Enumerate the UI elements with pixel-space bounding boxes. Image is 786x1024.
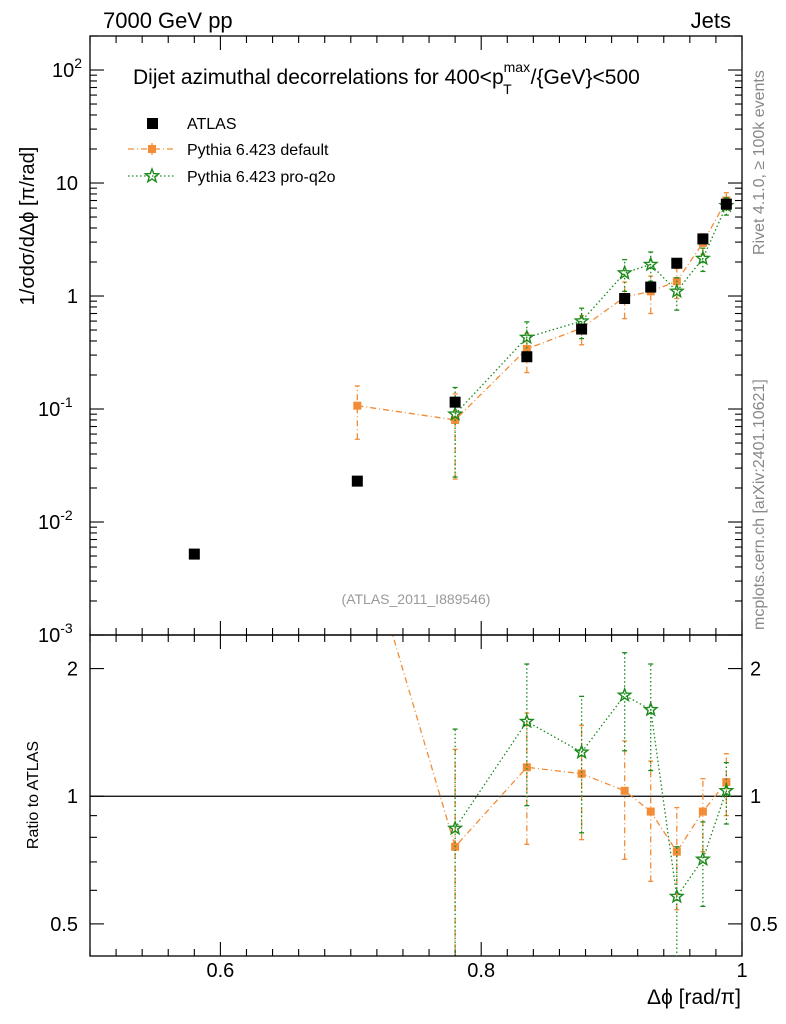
ratio-y-tick-label-right: 0.5 — [750, 914, 778, 936]
ratio-y-axis-label: Ratio to ATLAS — [25, 741, 42, 849]
main-line-proq2o — [454, 205, 727, 415]
ratio-y-tick-label-left: 2 — [67, 659, 78, 681]
main-point-default — [353, 401, 362, 410]
ratio-point-proq2o — [668, 888, 685, 904]
ratio-point-default — [698, 807, 707, 816]
ratio-point-default — [620, 786, 629, 795]
main-y-tick-label: 10 — [56, 173, 78, 195]
x-tick-label: 0.8 — [467, 960, 495, 982]
x-tick-label: 1 — [736, 960, 747, 982]
ratio-point-default — [722, 778, 731, 787]
ratio-point-default — [353, 511, 361, 519]
main-axis-ticks — [89, 35, 743, 636]
legend-marker-proq2o — [143, 167, 161, 184]
ratio-y-tick-label-right: 2 — [750, 659, 761, 681]
ratio-point-default — [646, 807, 655, 816]
chart-title: Dijet azimuthal decorrelations for 400<p… — [133, 59, 640, 97]
main-point-atlas — [188, 548, 200, 560]
ratio-point-proq2o — [518, 713, 535, 729]
main-point-proq2o — [668, 282, 685, 299]
main-y-tick-labels: 10-3 10-2 10-1 1 10 102 — [38, 55, 82, 647]
main-y-axis-label: 1/σdσ/dΔϕ [π/rad] — [17, 147, 39, 306]
main-point-proq2o — [518, 328, 535, 345]
chart-title-tail: /{GeV}<500 — [531, 66, 640, 89]
main-y-tick-label: 10-2 — [38, 507, 73, 534]
legend-label-atlas: ATLAS — [187, 116, 237, 133]
main-point-atlas — [521, 351, 533, 363]
main-point-proq2o — [694, 249, 711, 266]
header-category-label: Jets — [691, 8, 731, 33]
main-point-atlas — [576, 323, 588, 335]
ratio-plot-data — [353, 511, 735, 956]
ratio-point-proq2o — [694, 850, 711, 867]
main-line-default — [357, 200, 727, 421]
ratio-point-proq2o — [447, 819, 464, 836]
ratio-point-default — [522, 763, 531, 772]
main-point-atlas — [645, 281, 657, 293]
main-y-tick-label: 10-1 — [38, 394, 73, 421]
chart-title-subscript: T — [503, 81, 512, 97]
chart-title-main: Dijet azimuthal decorrelations for 400<p — [133, 66, 504, 89]
main-y-tick-label: 1 — [67, 286, 78, 308]
main-point-atlas — [449, 396, 461, 408]
main-y-tick-label: 10-3 — [38, 620, 73, 647]
analysis-watermark: (ATLAS_2011_I889546) — [342, 591, 491, 607]
rivet-version-label: Rivet 4.1.0, ≥ 100k events — [751, 70, 768, 255]
main-point-atlas — [619, 293, 631, 305]
ratio-point-proq2o — [573, 743, 590, 760]
ratio-line-default — [391, 635, 727, 853]
ratio-axis-ticks — [89, 635, 743, 956]
ratio-point-default — [577, 769, 586, 778]
main-y-tick-label: 102 — [52, 55, 82, 82]
legend-label-proq2o: Pythia 6.423 pro-q2o — [187, 169, 336, 186]
x-tick-label: 0.6 — [206, 960, 234, 982]
main-point-proq2o — [642, 256, 659, 272]
ratio-point-proq2o — [718, 782, 735, 798]
main-point-atlas — [351, 475, 363, 487]
legend-marker-default — [148, 145, 156, 153]
ratio-y-tick-label-left: 1 — [67, 786, 78, 808]
legend-marker-atlas — [147, 118, 158, 129]
legend-label-default: Pythia 6.423 default — [187, 142, 329, 159]
legend: ATLAS Pythia 6.423 default Pythia 6.423 … — [128, 116, 336, 186]
ratio-plot-frame — [89, 634, 743, 957]
ratio-y-tick-label-right: 1 — [750, 786, 761, 808]
main-point-atlas — [720, 198, 732, 210]
main-point-atlas — [671, 257, 683, 269]
mcplots-label: mcplots.cern.ch [arXiv:2401.10621] — [751, 379, 768, 630]
ratio-point-proq2o — [642, 701, 659, 717]
main-plot-data — [188, 192, 735, 560]
header-energy-label: 7000 GeV pp — [103, 8, 233, 33]
main-point-proq2o — [616, 264, 633, 280]
main-point-proq2o — [447, 405, 464, 422]
ratio-point-proq2o — [616, 686, 633, 703]
ratio-y-tick-label-left: 0.5 — [50, 914, 78, 936]
main-point-default — [522, 344, 531, 353]
chart-title-superscript: max — [504, 59, 530, 75]
ratio-tick-labels: 0.6 0.8 1 0.5 0.5 1 1 2 2 — [50, 659, 778, 982]
main-point-atlas — [697, 233, 709, 245]
x-axis-label: Δϕ [rad/π] — [647, 986, 741, 1009]
